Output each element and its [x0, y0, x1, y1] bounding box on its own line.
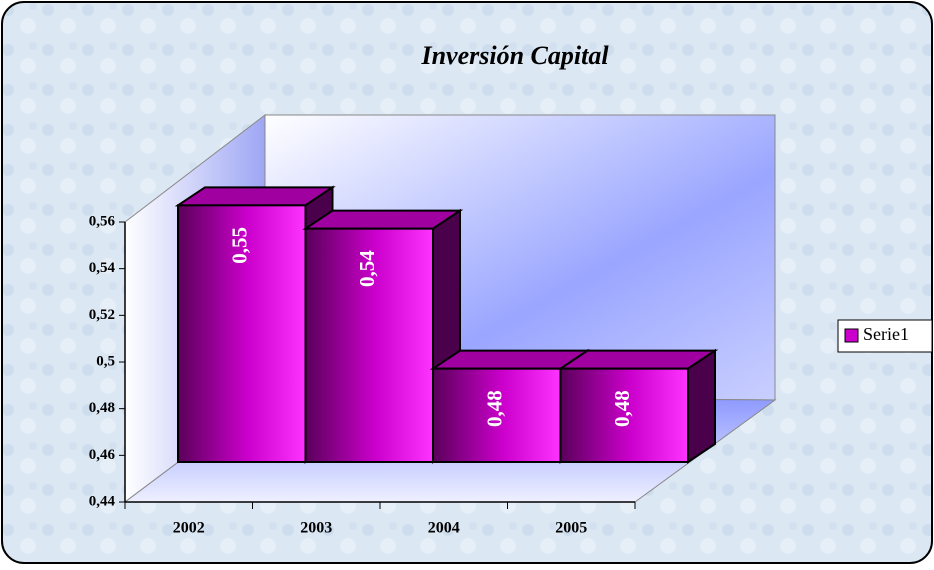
bar	[432, 367, 562, 463]
x-tick-label: 2005	[555, 520, 587, 537]
y-tick-label: 0,52	[89, 307, 115, 323]
bar	[177, 204, 307, 463]
y-tick-label: 0,48	[89, 400, 115, 416]
bar-side	[687, 348, 716, 464]
y-tick-label: 0,54	[89, 260, 116, 276]
x-tick-label: 2004	[428, 520, 460, 537]
data-label: 0,48	[610, 390, 634, 427]
bar	[559, 367, 689, 463]
y-tick-label: 0,44	[89, 493, 116, 509]
bar	[304, 227, 434, 463]
x-tick-label: 2003	[300, 520, 332, 537]
legend-swatch	[844, 328, 859, 343]
data-label: 0,55	[228, 227, 252, 264]
data-label: 0,54	[355, 250, 379, 287]
legend: Serie1	[837, 319, 933, 353]
y-tick-label: 0,5	[96, 353, 115, 369]
y-tick-label: 0,46	[89, 447, 116, 463]
chart-title: Inversión Capital	[420, 41, 609, 70]
legend-label: Serie1	[863, 324, 909, 344]
y-tick-label: 0,56	[89, 213, 116, 229]
x-tick-label: 2002	[173, 520, 205, 537]
data-label: 0,48	[483, 390, 507, 427]
